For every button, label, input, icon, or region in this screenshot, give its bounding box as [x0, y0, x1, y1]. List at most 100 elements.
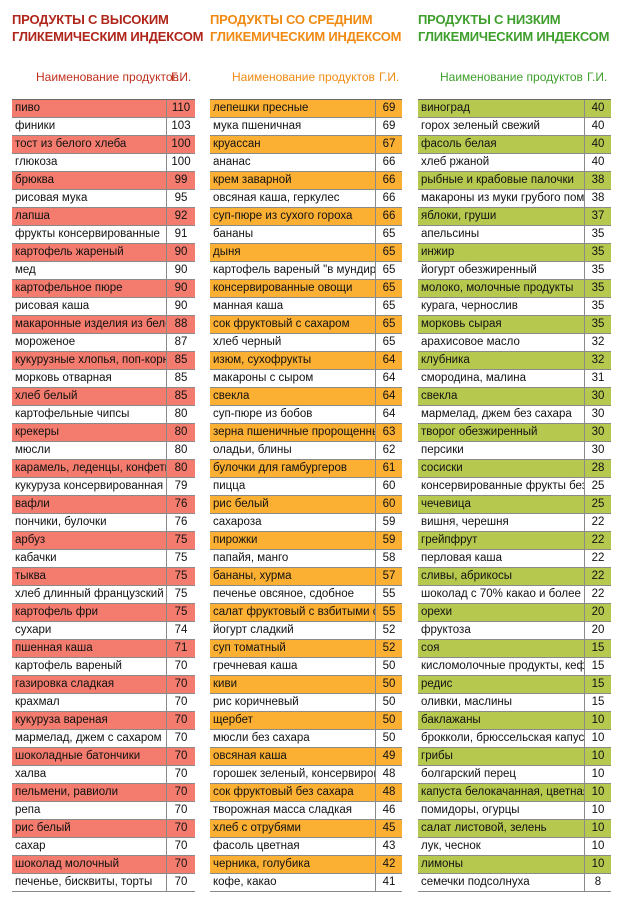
product-name: дыня — [210, 244, 376, 261]
table-row: фасоль цветная 43 — [210, 838, 402, 856]
product-name: лимоны — [418, 856, 585, 873]
medium-gi-title-line2: ГЛИКЕМИЧЕСКИМ ИНДЕКСОМ — [210, 29, 402, 44]
product-name: картофельное пюре — [12, 280, 167, 297]
table-row: тост из белого хлеба 100 — [12, 136, 195, 154]
gi-value: 70 — [174, 768, 188, 780]
table-row: морковь отварная 85 — [12, 370, 195, 388]
table-row: рис белый 60 — [210, 496, 402, 514]
table-row: кисломолочные продукты, кефир 15 — [418, 658, 611, 676]
table-row: лимоны 10 — [418, 856, 611, 874]
product-name: пирожки — [210, 532, 376, 549]
table-row: клубника 32 — [418, 352, 611, 370]
gi-value: 35 — [591, 282, 605, 294]
gi-value: 65 — [382, 264, 396, 276]
table-row: пельмени, равиоли 70 — [12, 784, 195, 802]
gi-value: 70 — [174, 822, 188, 834]
product-name: макароны с сыром — [210, 370, 376, 387]
high-gi-title-line2: ГЛИКЕМИЧЕСКИМ ИНДЕКСОМ — [12, 29, 204, 44]
product-name: инжир — [418, 244, 585, 261]
gi-value: 25 — [591, 480, 605, 492]
medium-gi-title-line1: ПРОДУКТЫ СО СРЕДНИМ — [210, 12, 373, 27]
table-row: кукуруза консервированная 79 — [12, 478, 195, 496]
table-row: суп-пюре из бобов 64 — [210, 406, 402, 424]
product-name: морковь сырая — [418, 316, 585, 333]
gi-value: 32 — [591, 336, 605, 348]
gi-value: 61 — [382, 462, 396, 474]
table-row: суп-пюре из сухого гороха 66 — [210, 208, 402, 226]
table-row: картофельное пюре 90 — [12, 280, 195, 298]
product-name: булочки для гамбургеров — [210, 460, 376, 477]
table-row: оладьи, блины 62 — [210, 442, 402, 460]
product-name: творог обезжиренный — [418, 424, 585, 441]
gi-value: 87 — [174, 336, 188, 348]
gi-value: 66 — [382, 210, 396, 222]
gi-value: 50 — [382, 660, 396, 672]
table-row: йогурт обезжиренный 35 — [418, 262, 611, 280]
product-name: рисовая каша — [12, 298, 167, 315]
table-row: семечки подсолнуха 8 — [418, 874, 611, 892]
table-row: черника, голубика 42 — [210, 856, 402, 874]
gi-value: 70 — [174, 786, 188, 798]
table-row: смородина, малина 31 — [418, 370, 611, 388]
gi-value: 15 — [591, 642, 605, 654]
product-name: сахароза — [210, 514, 376, 531]
gi-value: 69 — [382, 120, 396, 132]
gi-value: 91 — [174, 228, 188, 240]
product-name: хлеб длинный французский — [12, 586, 167, 603]
product-name: манная каша — [210, 298, 376, 315]
product-name: брюква — [12, 172, 167, 189]
product-name: мед — [12, 262, 167, 279]
product-name: фрукты консервированные — [12, 226, 167, 243]
product-name: ананас — [210, 154, 376, 171]
gi-value: 38 — [591, 174, 605, 186]
gi-value: 22 — [591, 552, 605, 564]
table-row: суп томатный 52 — [210, 640, 402, 658]
product-name: персики — [418, 442, 585, 459]
product-name: мармелад, джем с сахаром — [12, 730, 167, 747]
table-row: гречневая каша 50 — [210, 658, 402, 676]
medium-gi-column: ПРОДУКТЫ СО СРЕДНИМ ГЛИКЕМИЧЕСКИМ ИНДЕКС… — [210, 0, 402, 44]
product-name: черника, голубика — [210, 856, 376, 873]
gi-value: 70 — [174, 858, 188, 870]
product-name: картофель жареный — [12, 244, 167, 261]
gi-value: 22 — [591, 570, 605, 582]
product-name: крем заварной — [210, 172, 376, 189]
table-row: грибы 10 — [418, 748, 611, 766]
product-name: печенье, бисквиты, торты — [12, 874, 167, 891]
gi-value: 110 — [171, 102, 191, 114]
gi-value: 10 — [591, 858, 605, 870]
gi-value: 64 — [382, 354, 396, 366]
gi-value: 10 — [591, 822, 605, 834]
table-row: сухари 74 — [12, 622, 195, 640]
table-row: папайя, манго 58 — [210, 550, 402, 568]
product-name: шоколад с 70% какао и более — [418, 586, 585, 603]
product-name: пиво — [12, 100, 167, 117]
table-row: хлеб черный 65 — [210, 334, 402, 352]
gi-value: 75 — [174, 552, 188, 564]
table-row: вишня, черешня 22 — [418, 514, 611, 532]
table-row: лук, чеснок 10 — [418, 838, 611, 856]
product-name: крахмал — [12, 694, 167, 711]
table-row: брокколи, брюссельская капуста 10 — [418, 730, 611, 748]
gi-value: 49 — [382, 750, 396, 762]
gi-value: 80 — [174, 462, 188, 474]
product-name: смородина, малина — [418, 370, 585, 387]
product-name: макароны из муки грубого помола — [418, 190, 585, 207]
product-name: кукуруза вареная — [12, 712, 167, 729]
gi-value: 80 — [174, 408, 188, 420]
product-name: пшенная каша — [12, 640, 167, 657]
gi-value: 74 — [174, 624, 188, 636]
table-row: рисовая каша 90 — [12, 298, 195, 316]
gi-value: 42 — [382, 858, 396, 870]
product-name: крекеры — [12, 424, 167, 441]
medium-gi-header: Наименование продуктов Г.И. — [210, 70, 402, 90]
table-row: шоколадные батончики 70 — [12, 748, 195, 766]
product-name: пельмени, равиоли — [12, 784, 167, 801]
gi-value: 48 — [382, 786, 396, 798]
table-row: крахмал 70 — [12, 694, 195, 712]
table-row: пиво 110 — [12, 100, 195, 118]
gi-value: 35 — [591, 300, 605, 312]
product-name: кисломолочные продукты, кефир — [418, 658, 585, 675]
product-name: картофель фри — [12, 604, 167, 621]
low-gi-header-name: Наименование продуктов — [440, 70, 583, 84]
